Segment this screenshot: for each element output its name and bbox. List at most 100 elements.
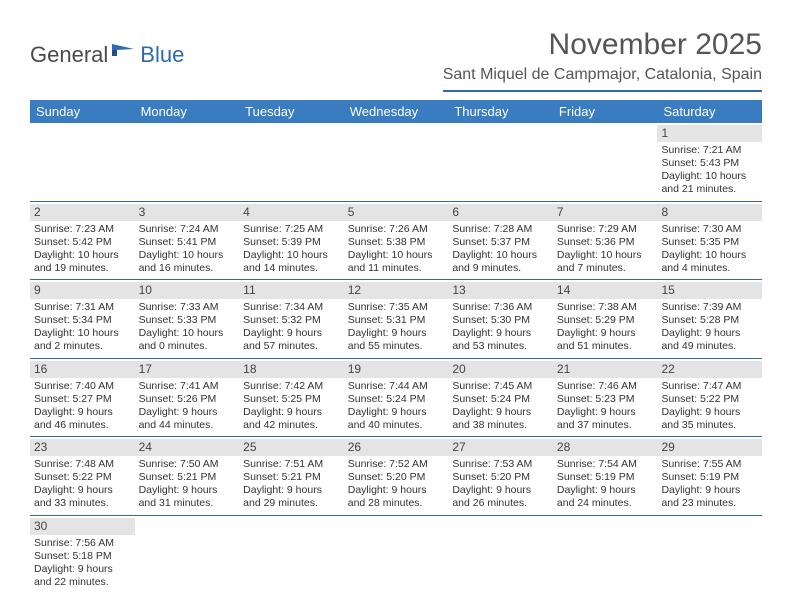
week-row: 9Sunrise: 7:31 AMSunset: 5:34 PMDaylight… xyxy=(30,280,762,359)
sunrise-text: Sunrise: 7:52 AM xyxy=(348,458,445,471)
sunrise-text: Sunrise: 7:47 AM xyxy=(661,380,758,393)
sunset-text: Sunset: 5:42 PM xyxy=(34,236,131,249)
day-cell: 20Sunrise: 7:45 AMSunset: 5:24 PMDayligh… xyxy=(448,359,553,437)
day-number: 28 xyxy=(553,439,658,456)
daylight-text: Daylight: 9 hours xyxy=(243,406,340,419)
day-cell: 19Sunrise: 7:44 AMSunset: 5:24 PMDayligh… xyxy=(344,359,449,437)
day-number: 14 xyxy=(553,282,658,299)
day-cell: 16Sunrise: 7:40 AMSunset: 5:27 PMDayligh… xyxy=(30,359,135,437)
sunrise-text: Sunrise: 7:48 AM xyxy=(34,458,131,471)
daylight-text: Daylight: 9 hours xyxy=(452,484,549,497)
daylight-text: Daylight: 9 hours xyxy=(557,484,654,497)
empty-cell xyxy=(135,123,240,201)
day-cell: 26Sunrise: 7:52 AMSunset: 5:20 PMDayligh… xyxy=(344,437,449,515)
day-cell: 14Sunrise: 7:38 AMSunset: 5:29 PMDayligh… xyxy=(553,280,658,358)
day-cell: 21Sunrise: 7:46 AMSunset: 5:23 PMDayligh… xyxy=(553,359,658,437)
empty-cell xyxy=(657,516,762,594)
weekday-header: Tuesday xyxy=(239,100,344,123)
daylight-text: Daylight: 9 hours xyxy=(661,327,758,340)
daylight-text: Daylight: 10 hours xyxy=(139,249,236,262)
daylight-text: Daylight: 10 hours xyxy=(452,249,549,262)
sunset-text: Sunset: 5:33 PM xyxy=(139,314,236,327)
sunrise-text: Sunrise: 7:53 AM xyxy=(452,458,549,471)
sunrise-text: Sunrise: 7:54 AM xyxy=(557,458,654,471)
day-cell: 23Sunrise: 7:48 AMSunset: 5:22 PMDayligh… xyxy=(30,437,135,515)
sunset-text: Sunset: 5:21 PM xyxy=(243,471,340,484)
month-title: November 2025 xyxy=(443,28,762,62)
daylight-text: Daylight: 10 hours xyxy=(139,327,236,340)
sunset-text: Sunset: 5:34 PM xyxy=(34,314,131,327)
sunset-text: Sunset: 5:23 PM xyxy=(557,393,654,406)
weekday-header-row: SundayMondayTuesdayWednesdayThursdayFrid… xyxy=(30,100,762,123)
daylight-text: Daylight: 9 hours xyxy=(661,406,758,419)
daylight-text: Daylight: 9 hours xyxy=(348,406,445,419)
sunrise-text: Sunrise: 7:28 AM xyxy=(452,223,549,236)
daylight-text: and 14 minutes. xyxy=(243,262,340,275)
sunrise-text: Sunrise: 7:39 AM xyxy=(661,301,758,314)
daylight-text: and 28 minutes. xyxy=(348,497,445,510)
daylight-text: and 19 minutes. xyxy=(34,262,131,275)
sunrise-text: Sunrise: 7:30 AM xyxy=(661,223,758,236)
daylight-text: Daylight: 10 hours xyxy=(661,249,758,262)
sunset-text: Sunset: 5:29 PM xyxy=(557,314,654,327)
sunset-text: Sunset: 5:18 PM xyxy=(34,550,131,563)
sunset-text: Sunset: 5:37 PM xyxy=(452,236,549,249)
daylight-text: and 21 minutes. xyxy=(661,183,758,196)
sunset-text: Sunset: 5:36 PM xyxy=(557,236,654,249)
daylight-text: and 55 minutes. xyxy=(348,340,445,353)
day-number: 18 xyxy=(239,361,344,378)
sunrise-text: Sunrise: 7:25 AM xyxy=(243,223,340,236)
sunrise-text: Sunrise: 7:56 AM xyxy=(34,537,131,550)
daylight-text: and 0 minutes. xyxy=(139,340,236,353)
sunrise-text: Sunrise: 7:34 AM xyxy=(243,301,340,314)
sunrise-text: Sunrise: 7:29 AM xyxy=(557,223,654,236)
empty-cell xyxy=(448,516,553,594)
day-number: 2 xyxy=(30,204,135,221)
daylight-text: and 9 minutes. xyxy=(452,262,549,275)
daylight-text: and 49 minutes. xyxy=(661,340,758,353)
sunset-text: Sunset: 5:21 PM xyxy=(139,471,236,484)
logo-text-a: General xyxy=(30,42,108,68)
day-cell: 5Sunrise: 7:26 AMSunset: 5:38 PMDaylight… xyxy=(344,202,449,280)
weeks-container: 1Sunrise: 7:21 AMSunset: 5:43 PMDaylight… xyxy=(30,123,762,593)
sunrise-text: Sunrise: 7:41 AM xyxy=(139,380,236,393)
daylight-text: and 57 minutes. xyxy=(243,340,340,353)
daylight-text: and 42 minutes. xyxy=(243,419,340,432)
day-number: 29 xyxy=(657,439,762,456)
daylight-text: and 37 minutes. xyxy=(557,419,654,432)
day-cell: 9Sunrise: 7:31 AMSunset: 5:34 PMDaylight… xyxy=(30,280,135,358)
day-cell: 30Sunrise: 7:56 AMSunset: 5:18 PMDayligh… xyxy=(30,516,135,594)
sunrise-text: Sunrise: 7:51 AM xyxy=(243,458,340,471)
empty-cell xyxy=(239,123,344,201)
day-number: 16 xyxy=(30,361,135,378)
day-number: 7 xyxy=(553,204,658,221)
daylight-text: and 23 minutes. xyxy=(661,497,758,510)
day-number: 20 xyxy=(448,361,553,378)
day-number: 5 xyxy=(344,204,449,221)
day-cell: 12Sunrise: 7:35 AMSunset: 5:31 PMDayligh… xyxy=(344,280,449,358)
sunset-text: Sunset: 5:32 PM xyxy=(243,314,340,327)
empty-cell xyxy=(30,123,135,201)
daylight-text: and 11 minutes. xyxy=(348,262,445,275)
calendar-page: General Blue November 2025 Sant Miquel d… xyxy=(0,0,792,593)
day-number: 23 xyxy=(30,439,135,456)
day-cell: 11Sunrise: 7:34 AMSunset: 5:32 PMDayligh… xyxy=(239,280,344,358)
sunset-text: Sunset: 5:30 PM xyxy=(452,314,549,327)
weekday-header: Monday xyxy=(135,100,240,123)
week-row: 30Sunrise: 7:56 AMSunset: 5:18 PMDayligh… xyxy=(30,516,762,594)
daylight-text: and 22 minutes. xyxy=(34,576,131,589)
day-number: 6 xyxy=(448,204,553,221)
day-number: 21 xyxy=(553,361,658,378)
day-cell: 29Sunrise: 7:55 AMSunset: 5:19 PMDayligh… xyxy=(657,437,762,515)
calendar-grid: SundayMondayTuesdayWednesdayThursdayFrid… xyxy=(30,100,762,593)
sunrise-text: Sunrise: 7:44 AM xyxy=(348,380,445,393)
daylight-text: Daylight: 9 hours xyxy=(348,484,445,497)
day-number: 22 xyxy=(657,361,762,378)
sunrise-text: Sunrise: 7:36 AM xyxy=(452,301,549,314)
logo-text-b: Blue xyxy=(140,42,184,68)
sunset-text: Sunset: 5:22 PM xyxy=(34,471,131,484)
daylight-text: and 51 minutes. xyxy=(557,340,654,353)
day-number: 24 xyxy=(135,439,240,456)
brand-logo: General Blue xyxy=(30,40,184,69)
daylight-text: Daylight: 9 hours xyxy=(243,327,340,340)
